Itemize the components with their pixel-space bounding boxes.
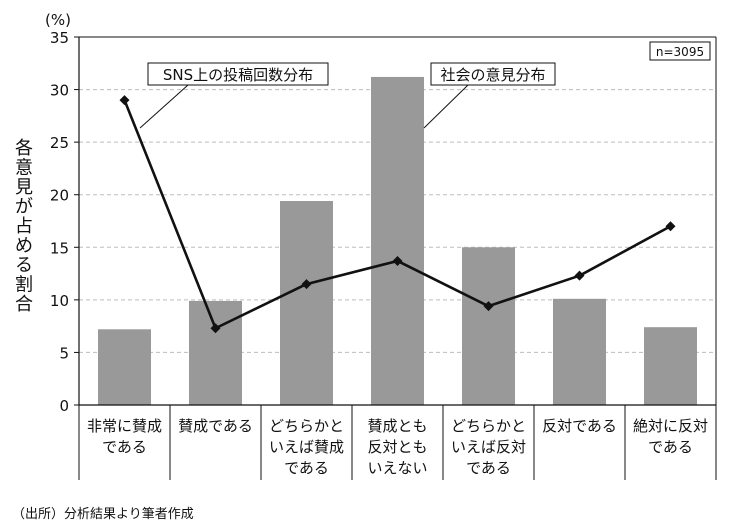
x-category-label: 絶対に反対 [633, 417, 708, 435]
y-axis-label-char: る [15, 255, 33, 276]
y-tick-label: 15 [50, 239, 69, 257]
society-callout-leader-line [423, 84, 469, 129]
y-axis-label-char: が [15, 197, 33, 218]
x-category-label: である [102, 438, 147, 456]
bar [371, 76, 424, 405]
y-tick-label: 10 [50, 292, 69, 310]
x-category-label: どちらかと [269, 417, 344, 435]
x-category-label: 賛成とも [367, 417, 427, 435]
y-unit-label: (%) [45, 11, 71, 29]
bar [644, 327, 697, 405]
x-category-label: いえば反対 [451, 438, 526, 456]
bar [280, 201, 333, 405]
y-axis-label-char: 各 [15, 138, 33, 159]
x-category-label: 反対である [542, 417, 617, 435]
x-category-label: である [648, 438, 693, 456]
sns-callout-leader-line [139, 84, 189, 129]
line-point-marker [392, 255, 403, 266]
y-axis-label-char: め [15, 236, 33, 257]
line-point-marker [301, 279, 312, 290]
y-axis-label-char: 割 [15, 275, 33, 296]
y-tick-label: 5 [59, 344, 69, 362]
line-point-marker [210, 323, 221, 334]
sns-callout-label: SNS上の投稿回数分布 [163, 66, 313, 84]
x-category-label: である [284, 459, 329, 477]
y-tick-label: 35 [50, 29, 69, 47]
axes [74, 36, 717, 480]
y-axis-label-char: 合 [15, 294, 33, 315]
y-axis-label-char: 見 [15, 177, 33, 198]
x-category-label: 反対とも [367, 438, 427, 456]
line-point-marker [119, 95, 130, 106]
x-category-label: である [466, 459, 511, 477]
bar [189, 300, 242, 405]
bar-series [98, 76, 697, 405]
y-tick-label: 20 [50, 187, 69, 205]
line-point-marker [574, 270, 585, 281]
y-tick-label: 30 [50, 82, 69, 100]
bar [553, 298, 606, 405]
bar [462, 247, 515, 405]
x-category-label: いえない [367, 459, 427, 477]
y-axis-label-char: 意 [15, 158, 33, 179]
sample-size-label: n=3095 [656, 45, 704, 59]
line-point-marker [483, 301, 494, 312]
y-tick-label: 0 [59, 397, 69, 415]
x-category-label: 賛成である [178, 417, 253, 435]
sample-size-box [649, 41, 711, 61]
x-category-label: 非常に賛成 [87, 417, 162, 435]
sns-callout-box [147, 62, 329, 86]
society-callout-label: 社会の意見分布 [440, 66, 545, 84]
society-callout-box [430, 62, 556, 86]
line-series [119, 95, 676, 334]
y-tick-label: 25 [50, 134, 69, 152]
x-category-label: いえば賛成 [269, 438, 344, 456]
y-axis-label-char: 占 [15, 216, 33, 237]
bar [98, 329, 151, 405]
x-category-label: どちらかと [451, 417, 526, 435]
line-point-marker [665, 221, 676, 232]
source-note: （出所）分析結果より筆者作成 [12, 507, 194, 522]
